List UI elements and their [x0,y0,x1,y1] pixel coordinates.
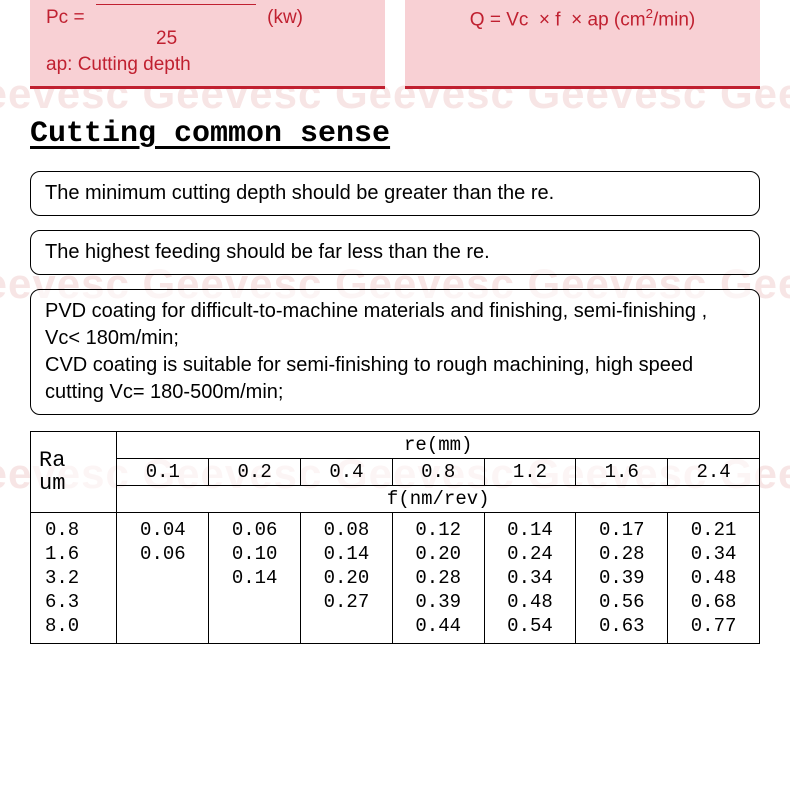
feed-value-cell: 0.27 [301,590,393,614]
re-column-header: 1.2 [484,458,576,485]
feed-value-cell [117,614,209,644]
q-formula: Q = Vc × f × ap (cm2/min) [470,6,695,31]
feed-value-cell [209,590,301,614]
re-column-header: 2.4 [668,458,760,485]
feed-value-cell: 0.77 [668,614,760,644]
feed-value-cell [117,566,209,590]
section-heading: Cutting common sense [0,99,790,165]
feed-table-container: Ra um re(mm) 0.10.20.40.81.21.62.4 f(nm/… [30,431,760,644]
feed-value-cell: 0.39 [392,590,484,614]
feed-value-cell: 0.28 [576,542,668,566]
feed-value-cell: 0.06 [209,512,301,542]
feed-value-cell: 0.63 [576,614,668,644]
ra-row-header: 0.8 [31,512,117,542]
rule-max-feed: The highest feeding should be far less t… [30,230,760,275]
re-column-header: 0.1 [117,458,209,485]
feed-value-cell: 0.48 [484,590,576,614]
formula-power: Pc = (kw) 25 ap: Cutting depth [30,0,385,89]
feed-value-cell: 0.20 [301,566,393,590]
rule-min-depth: The minimum cutting depth should be grea… [30,171,760,216]
feed-value-cell: 0.24 [484,542,576,566]
feed-value-cell: 0.20 [392,542,484,566]
header-f: f(nm/rev) [117,485,760,512]
feed-value-cell [117,590,209,614]
corner-line2: um [39,471,65,496]
feed-value-cell: 0.06 [117,542,209,566]
feed-value-cell: 0.14 [301,542,393,566]
feed-value-cell: 0.28 [392,566,484,590]
ra-row-header: 1.6 [31,542,117,566]
re-column-header: 0.8 [392,458,484,485]
ap-note: ap: Cutting depth [46,54,191,75]
feed-value-cell: 0.21 [668,512,760,542]
feed-value-cell: 0.10 [209,542,301,566]
feed-value-cell [301,614,393,644]
feed-value-cell: 0.12 [392,512,484,542]
feed-value-cell: 0.14 [209,566,301,590]
re-column-header: 0.2 [209,458,301,485]
pc-label: Pc = [46,7,85,28]
feed-value-cell [209,614,301,644]
pc-unit: (kw) [267,7,303,28]
feed-value-cell: 0.68 [668,590,760,614]
feed-value-cell: 0.56 [576,590,668,614]
feed-value-cell: 0.34 [668,542,760,566]
rule-coating: PVD coating for difficult-to-machine mat… [30,289,760,415]
table-corner: Ra um [31,431,117,512]
feed-value-cell: 0.14 [484,512,576,542]
header-re: re(mm) [117,431,760,458]
feed-value-cell: 0.44 [392,614,484,644]
feed-value-cell: 0.39 [576,566,668,590]
feed-value-cell: 0.08 [301,512,393,542]
ra-row-header: 6.3 [31,590,117,614]
feed-table: Ra um re(mm) 0.10.20.40.81.21.62.4 f(nm/… [30,431,760,644]
feed-value-cell: 0.48 [668,566,760,590]
corner-line1: Ra [39,448,65,473]
formula-row: Pc = (kw) 25 ap: Cutting depth Q = Vc × … [0,0,790,99]
re-column-header: 0.4 [301,458,393,485]
formula-removal-rate: Q = Vc × f × ap (cm2/min) [405,0,760,89]
ra-row-header: 8.0 [31,614,117,644]
feed-value-cell: 0.04 [117,512,209,542]
ra-row-header: 3.2 [31,566,117,590]
pc-denominator: 25 [156,28,177,49]
feed-value-cell: 0.54 [484,614,576,644]
re-column-header: 1.6 [576,458,668,485]
feed-value-cell: 0.17 [576,512,668,542]
feed-value-cell: 0.34 [484,566,576,590]
